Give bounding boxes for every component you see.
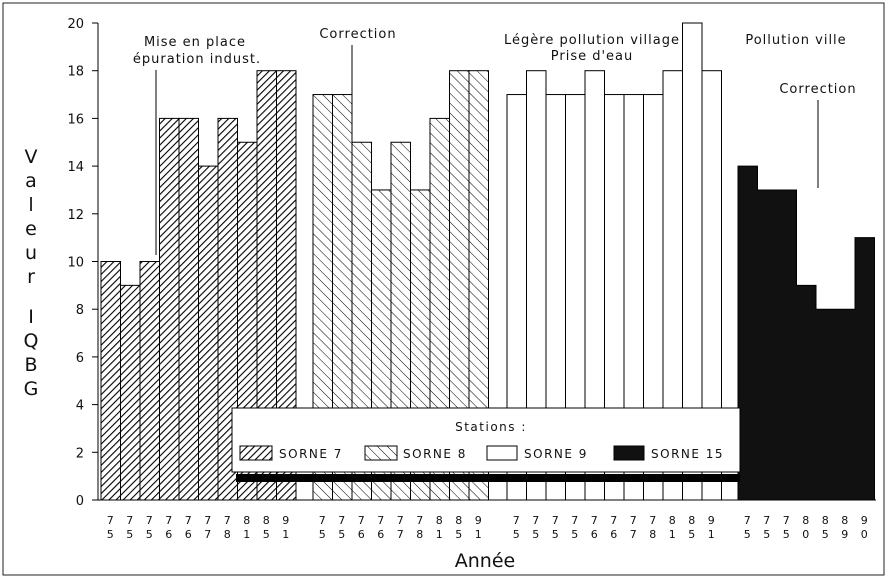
- y-tick-label: 2: [76, 446, 84, 461]
- bar-sorne-8-8: [468, 70, 489, 501]
- bar-sorne-7-5: [198, 165, 219, 501]
- legend-label-sorne-15: SORNE 15: [651, 447, 724, 461]
- bar-sorne-7-4: [178, 117, 199, 501]
- y-tick-label: 6: [76, 351, 84, 366]
- annotations: Mise en place épuration indust. Correcti…: [133, 27, 856, 255]
- bars: [100, 22, 875, 501]
- legend: Stations : SORNE 7 SORNE 8 SORNE 9 SORNE…: [231, 407, 741, 482]
- legend-label-sorne-9: SORNE 9: [524, 447, 588, 461]
- bar-sorne-7-3: [159, 117, 180, 501]
- y-tick-label: 16: [67, 112, 84, 127]
- x-axis-ticks: 7 5 7 5 7 5 7 6 7 6 7 7 7 8 8 1 8 5 9 1 7 5 7 5 7 6 7 6 7 7 7 8 8 1 8 5 9 1 7 5…: [107, 514, 869, 541]
- legend-title: Stations :: [455, 420, 527, 434]
- y-tick-label: 20: [67, 17, 84, 32]
- bar-sorne-7-0: [100, 261, 121, 501]
- legend-swatch-sorne-8: [364, 445, 398, 461]
- y-tick-label: 0: [76, 494, 84, 509]
- y-tick-label: 14: [67, 160, 84, 175]
- legend-label-sorne-8: SORNE 8: [403, 447, 467, 461]
- y-tick-label: 8: [76, 303, 84, 318]
- bar-sorne-7-9: [276, 70, 297, 501]
- annotation-prise-deau: Prise d'eau: [551, 49, 634, 64]
- x-axis-title: Année: [455, 550, 515, 572]
- bar-sorne-7-1: [120, 284, 141, 501]
- legend-swatch-sorne-7: [239, 445, 273, 461]
- legend-swatch-sorne-9: [486, 445, 518, 461]
- legend-label-sorne-7: SORNE 7: [279, 447, 343, 461]
- bar-sorne-9-10: [701, 70, 722, 501]
- y-tick-label: 4: [76, 399, 84, 414]
- annotation-pollution-ville: Pollution ville: [745, 33, 846, 48]
- y-tick-label: 12: [67, 208, 84, 223]
- legend-swatch-sorne-15: [613, 445, 645, 461]
- bar-sorne-7-2: [139, 261, 160, 501]
- bar-series-sorne-15: [737, 165, 875, 501]
- annotation-legere-pollution: Légère pollution village: [504, 33, 680, 48]
- annotation-epuration: épuration indust.: [133, 52, 261, 67]
- annotation-mise-en-place: Mise en place: [144, 35, 246, 50]
- annotation-correction-2: Correction: [779, 82, 856, 97]
- annotation-correction-1: Correction: [319, 27, 396, 42]
- y-tick-label: 18: [67, 65, 84, 80]
- y-tick-label: 10: [67, 256, 84, 271]
- y-axis-ticks: 0 2 4 6 8 10 12 14 16 18 20: [67, 17, 98, 509]
